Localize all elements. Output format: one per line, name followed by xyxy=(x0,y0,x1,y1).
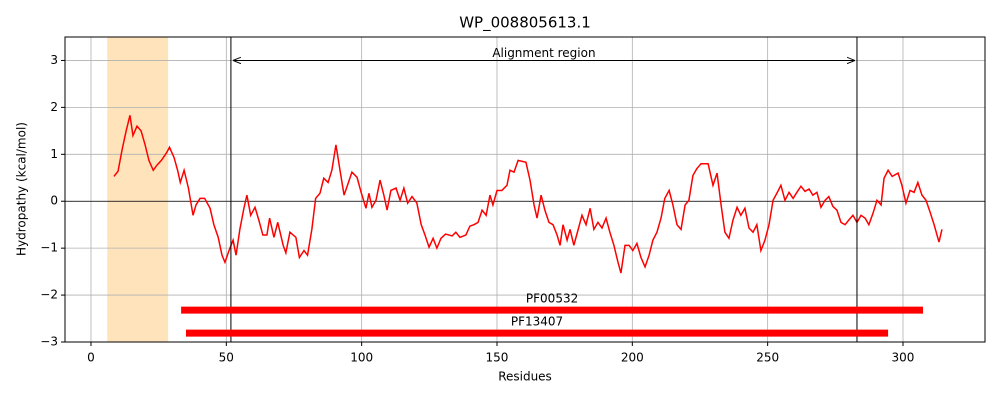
x-axis-label: Residues xyxy=(498,370,552,384)
highlight-span xyxy=(107,37,169,342)
plot-frame xyxy=(64,36,986,343)
y-tick-label: 1 xyxy=(50,147,58,161)
y-tick-label: 2 xyxy=(50,100,58,114)
x-tick-label: 300 xyxy=(892,351,915,365)
y-tick-label: 0 xyxy=(50,194,58,208)
data-line xyxy=(113,115,943,274)
x-tick-label: 0 xyxy=(87,351,95,365)
region-label: Alignment region xyxy=(492,46,595,60)
domain-label: PF13407 xyxy=(511,315,563,329)
x-tick-label: 150 xyxy=(486,351,509,365)
y-tick-label: −3 xyxy=(40,335,58,349)
y-tick-label: −2 xyxy=(40,288,58,302)
x-tick-label: 50 xyxy=(219,351,234,365)
y-axis-label: Hydropathy (kcal/mol) xyxy=(15,122,29,256)
chart-title: WP_008805613.1 xyxy=(459,14,591,33)
domain-label: PF00532 xyxy=(526,292,578,306)
y-tick-label: 3 xyxy=(50,53,58,67)
x-tick-label: 100 xyxy=(350,351,373,365)
x-tick-label: 250 xyxy=(756,351,779,365)
x-tick-label: 200 xyxy=(621,351,644,365)
y-tick-label: −1 xyxy=(40,241,58,255)
